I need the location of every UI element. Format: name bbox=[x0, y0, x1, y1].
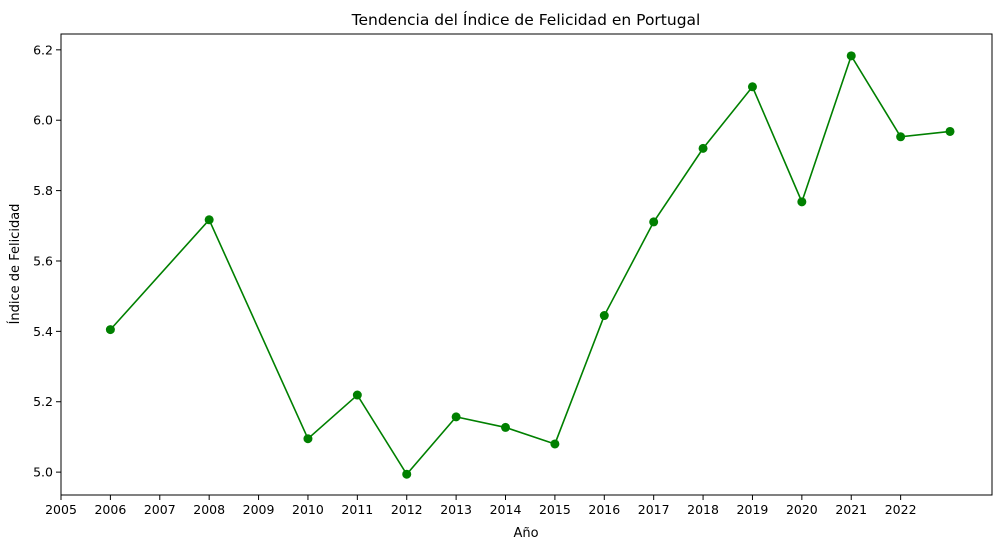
x-tick-label: 2018 bbox=[687, 502, 719, 517]
x-tick-label: 2008 bbox=[193, 502, 225, 517]
x-tick-label: 2021 bbox=[835, 502, 867, 517]
x-tick-label: 2010 bbox=[292, 502, 324, 517]
x-axis: 2005 2006 2007 2008 2009 2010 2011 2012 2013 2014… bbox=[45, 495, 917, 517]
x-tick-label: 2020 bbox=[786, 502, 818, 517]
series-line bbox=[109, 53, 951, 476]
x-axis-label: Año bbox=[513, 526, 538, 541]
x-tick-label: 2022 bbox=[885, 502, 917, 517]
plot-frame bbox=[60, 33, 993, 496]
x-tick-label: 2011 bbox=[341, 502, 373, 517]
x-tick-label: 2019 bbox=[737, 502, 769, 517]
x-tick-label: 2006 bbox=[94, 502, 126, 517]
x-tick-label: 2017 bbox=[638, 502, 670, 517]
y-tick-label: 5.6 bbox=[33, 253, 53, 268]
y-tick-label: 5.8 bbox=[33, 183, 53, 198]
x-tick-label: 2012 bbox=[391, 502, 423, 517]
data-point bbox=[105, 325, 115, 335]
y-axis: 5.0 5.2 5.4 5.6 5.8 6.0 6.2 bbox=[33, 42, 61, 480]
x-tick-label: 2015 bbox=[539, 502, 571, 517]
x-tick-label: 2014 bbox=[490, 502, 522, 517]
data-point bbox=[797, 197, 807, 207]
data-point bbox=[846, 51, 856, 61]
data-point bbox=[747, 82, 757, 92]
data-point bbox=[550, 439, 560, 449]
data-point bbox=[402, 469, 412, 479]
y-axis-label: Índice de Felicidad bbox=[7, 204, 23, 325]
x-tick-label: 2009 bbox=[243, 502, 275, 517]
data-point bbox=[303, 434, 313, 444]
x-tick-label: 2005 bbox=[45, 502, 77, 517]
data-point bbox=[945, 126, 955, 136]
data-point bbox=[599, 311, 609, 321]
data-point bbox=[204, 215, 214, 225]
data-point bbox=[451, 412, 461, 422]
data-point bbox=[501, 422, 511, 432]
x-tick-label: 2013 bbox=[440, 502, 472, 517]
data-point bbox=[352, 390, 362, 400]
chart-title: Tendencia del Índice de Felicidad en Por… bbox=[351, 10, 701, 29]
y-tick-label: 6.2 bbox=[33, 42, 53, 57]
series-points bbox=[105, 51, 955, 479]
data-point bbox=[698, 143, 708, 153]
y-tick-label: 5.4 bbox=[33, 324, 53, 339]
x-tick-label: 2016 bbox=[588, 502, 620, 517]
y-tick-label: 5.2 bbox=[33, 394, 53, 409]
y-tick-label: 6.0 bbox=[33, 113, 53, 128]
data-point bbox=[896, 132, 906, 142]
data-point bbox=[649, 217, 659, 227]
x-tick-label: 2007 bbox=[144, 502, 176, 517]
y-tick-label: 5.0 bbox=[33, 465, 53, 480]
